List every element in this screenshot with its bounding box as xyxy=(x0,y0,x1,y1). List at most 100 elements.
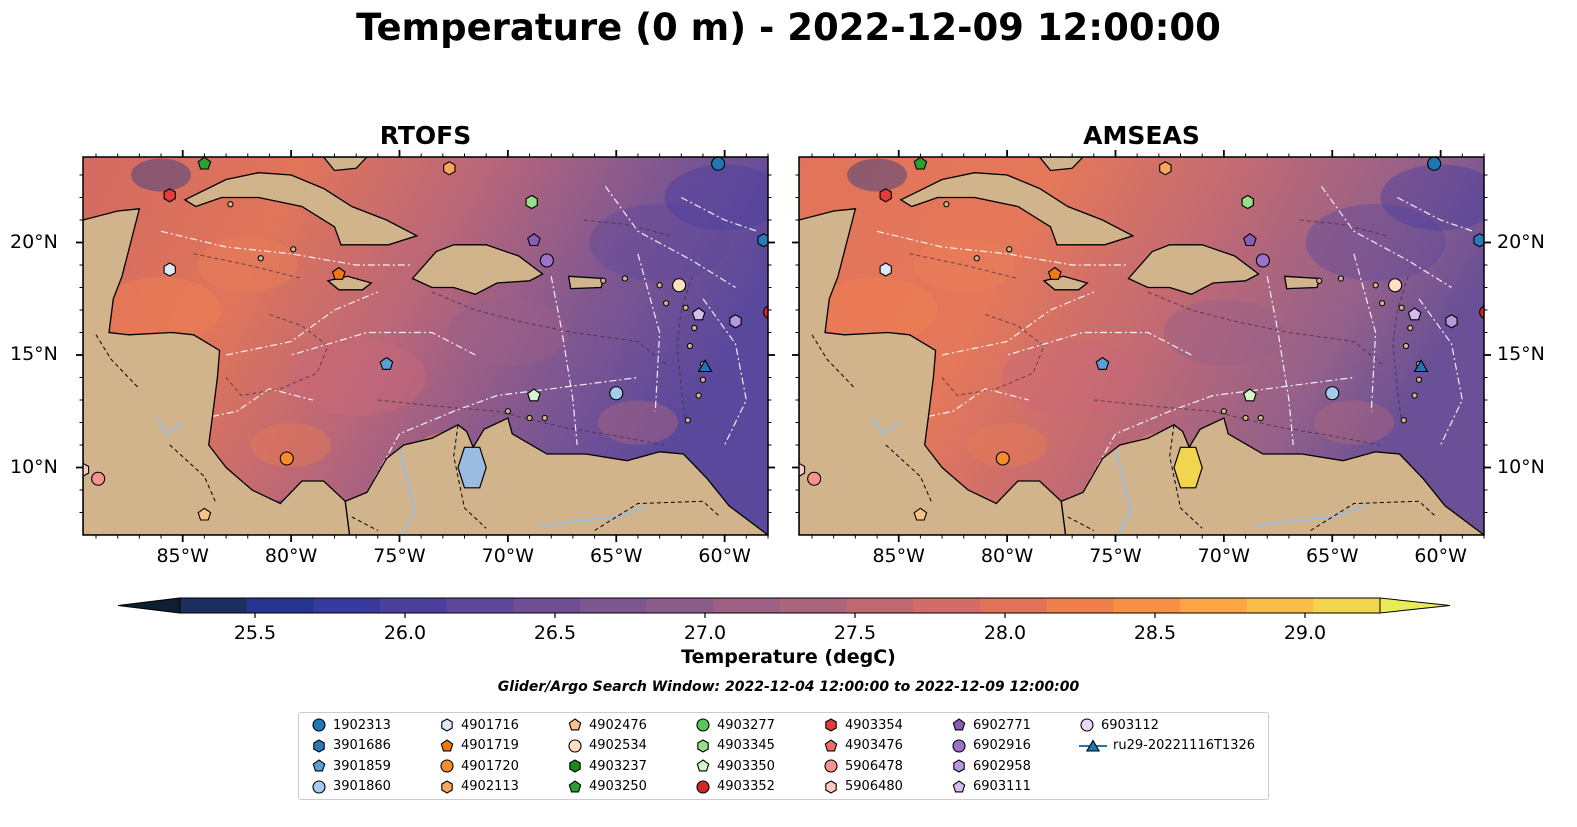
legend-label: 4903277 xyxy=(717,717,775,733)
colorbar-swatch xyxy=(380,598,448,613)
lat-tick-label-right: 10°N xyxy=(1497,455,1545,478)
colorbar-swatch xyxy=(446,598,514,613)
colorbar-tick-label: 27.0 xyxy=(684,622,726,644)
colorbar-tick-label: 28.0 xyxy=(984,622,1026,644)
lat-tick-label-left: 10°N xyxy=(10,455,58,478)
lon-tick-label: 75°W xyxy=(373,545,426,567)
colorbar-swatch xyxy=(313,598,381,613)
legend-marker-circle xyxy=(440,759,454,773)
map-marker-3901859 xyxy=(379,356,394,370)
legend-item: 4901716 xyxy=(439,715,519,735)
legend-item: 4903250 xyxy=(567,777,647,797)
legend-item: 3901860 xyxy=(311,777,391,797)
legend-label: 5906480 xyxy=(845,779,903,794)
legend-label: 6902916 xyxy=(973,738,1031,753)
legend-marker-pentagon xyxy=(568,718,582,731)
lon-tick-label: 60°W xyxy=(698,545,751,567)
legend-label: 4901716 xyxy=(461,717,519,733)
search-window-text: Glider/Argo Search Window: 2022-12-04 12… xyxy=(497,679,1080,695)
legend-marker-hexagon xyxy=(825,779,837,794)
legend-marker-circle xyxy=(568,738,582,753)
colorbar-swatch xyxy=(1313,598,1381,613)
lon-tick-label: 70°W xyxy=(481,545,535,567)
legend-label: 3901859 xyxy=(333,758,391,774)
colorbar-tick-label: 27.5 xyxy=(834,622,876,644)
map-marker-5906478 xyxy=(807,471,822,486)
legend-marker-hexagon xyxy=(697,738,709,753)
map-marker-4903345 xyxy=(525,194,538,210)
map-frame xyxy=(798,156,1485,536)
colorbar-swatch xyxy=(1180,598,1248,613)
map-marker-4903352 xyxy=(1479,305,1484,319)
colorbar-extend-low xyxy=(117,597,181,614)
colorbar-swatch xyxy=(180,598,248,613)
legend-label: 4901720 xyxy=(461,758,519,774)
colorbar-label: Temperature (degC) xyxy=(681,646,896,668)
lat-tick-label-right: 20°N xyxy=(1497,230,1545,253)
legend-marker-circle xyxy=(824,759,838,773)
legend-marker-circle xyxy=(696,779,710,794)
lon-tick-label: 65°W xyxy=(590,545,643,567)
legend-item: 4901720 xyxy=(439,756,519,776)
legend-marker-circle xyxy=(952,738,966,753)
colorbar-tick-label: 28.5 xyxy=(1134,622,1176,644)
map-panels xyxy=(76,150,1491,542)
lon-tick-label: 65°W xyxy=(1306,545,1359,567)
land xyxy=(1060,417,1484,535)
legend-label: 6902771 xyxy=(973,717,1031,733)
legend-marker-pentagon xyxy=(824,738,838,751)
map-marker-1902313 xyxy=(1427,157,1442,171)
colorbar: 25.5 26.0 26.5 27.0 27.5 28.0 28.5 29.0 xyxy=(117,597,1451,644)
colorbar-swatch xyxy=(913,598,981,613)
legend-label: 4902113 xyxy=(461,779,519,794)
map-marker-4903354 xyxy=(879,188,892,203)
lon-tick-label: 85°W xyxy=(872,545,925,567)
colorbar-swatch xyxy=(1113,598,1181,613)
legend-item: 5906478 xyxy=(823,756,903,776)
legend-item: 3901686 xyxy=(311,736,391,756)
map-marker-3901860 xyxy=(609,386,624,401)
map-panel-rtofs xyxy=(76,150,775,542)
legend-item: 4902534 xyxy=(567,736,647,756)
legend-marker-hexagon xyxy=(953,759,965,773)
map-marker-4903350 xyxy=(527,388,541,402)
legend-label: 4902476 xyxy=(589,717,647,733)
lat-tick-label-right: 15°N xyxy=(1497,343,1545,365)
map-marker-4903345 xyxy=(1241,194,1254,210)
legend-label: 4903250 xyxy=(589,779,647,794)
map-frame xyxy=(82,156,769,536)
legend-item: 1902313 xyxy=(311,715,391,735)
map-marker-ru29-20221116T1326 xyxy=(1413,359,1429,373)
colorbar-extend-high xyxy=(1379,597,1451,614)
legend-item: 4903352 xyxy=(695,777,775,797)
figure-title: Temperature (0 m) - 2022-12-09 12:00:00 xyxy=(356,6,1221,49)
colorbar-swatch xyxy=(713,598,781,613)
legend-label: 4903350 xyxy=(717,758,775,774)
map-marker-5906480 xyxy=(799,462,806,477)
map-marker-4902113 xyxy=(1159,161,1172,176)
legend-item: 5906480 xyxy=(823,777,903,797)
legend-marker-pentagon xyxy=(568,779,582,792)
legend-item: 4903345 xyxy=(695,736,775,756)
colorbar-tick-label: 26.0 xyxy=(384,622,426,644)
legend-label: ru29-20221116T1326 xyxy=(1113,738,1256,753)
legend-label: 4903354 xyxy=(845,717,903,733)
lon-tick-label: 80°W xyxy=(264,545,318,567)
legend-label: 6902958 xyxy=(973,758,1031,774)
legend: 1902313 3901686 3901859 3901860 4901716 49017… xyxy=(298,712,1269,800)
map-marker-6902916 xyxy=(539,253,554,268)
map-marker-4902476 xyxy=(197,507,212,521)
legend-marker-pentagon xyxy=(312,759,326,772)
map-marker-4901719 xyxy=(1047,266,1062,280)
map-marker-4901716 xyxy=(163,262,176,277)
colorbar-swatch xyxy=(246,598,314,613)
panel-title-amseas: AMSEAS xyxy=(1083,121,1200,150)
land xyxy=(183,172,419,246)
lake xyxy=(457,446,487,489)
legend-item: 4901719 xyxy=(439,736,519,756)
colorbar-swatch xyxy=(846,598,914,613)
map-marker-4901719 xyxy=(331,266,346,280)
land xyxy=(1127,244,1260,296)
map-marker-4903250 xyxy=(913,157,928,170)
legend-label: 1902313 xyxy=(333,717,391,733)
